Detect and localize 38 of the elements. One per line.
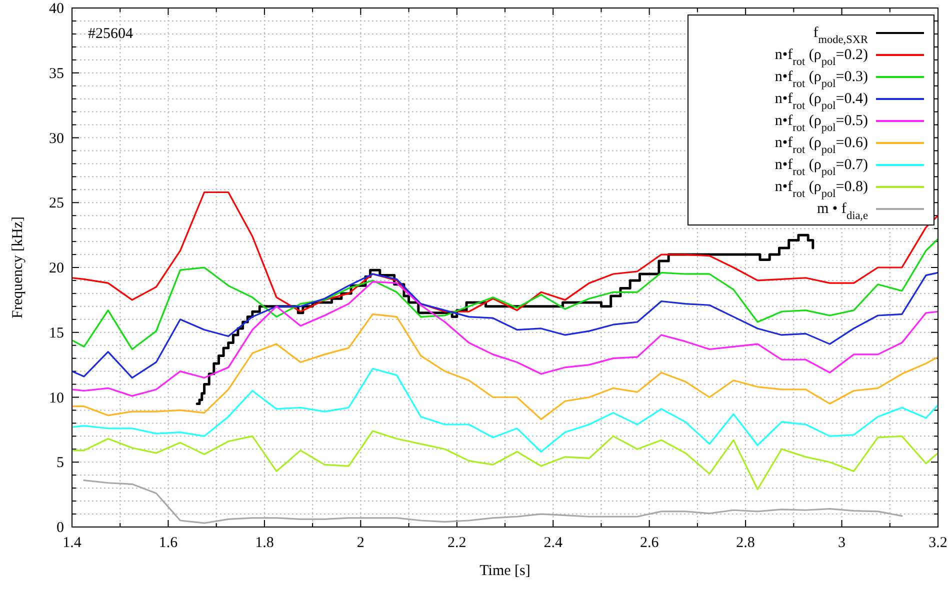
x-axis-title: Time [s] [480,563,530,579]
annotation: #25604 [88,26,134,42]
legend-label: n•f$_{rot}$ (ρ$_{pol}$=0.4) [774,91,868,112]
y-tick-label: 25 [49,196,64,212]
line-series [72,280,938,397]
x-tick-label: 1.8 [255,535,274,551]
line-series [72,430,938,490]
y-tick-label: 10 [49,390,64,406]
legend-label: n•f$_{rot}$ (ρ$_{pol}$=0.6) [774,135,868,156]
y-tick-label: 30 [49,130,64,147]
legend-label: n•f$_{rot}$ (ρ$_{pol}$=0.3) [774,69,868,90]
x-tick-label: 2 [356,535,364,551]
x-tick-label: 1.4 [62,535,82,551]
legend-label: n•f$_{rot}$ (ρ$_{pol}$=0.7) [774,157,868,178]
y-tick-label: 35 [49,66,64,82]
y-tick-label: 5 [56,455,64,472]
y-tick-label: 15 [49,325,64,342]
x-tick-label: 1.6 [158,535,178,551]
legend-label: n•f$_{rot}$ (ρ$_{pol}$=0.2) [774,47,868,68]
line-series [72,272,938,379]
legend-label: m • f$_{dia,e}$ [817,201,868,222]
y-tick-label: 40 [49,1,64,17]
x-tick-label: 2.8 [736,535,755,551]
line-series [72,313,938,420]
legend-label: n•f$_{rot}$ (ρ$_{pol}$=0.8) [774,179,868,200]
legend-label: n•f$_{rot}$ (ρ$_{pol}$=0.5) [774,113,868,134]
line-series [72,368,938,453]
line-series [72,238,938,350]
x-tick-label: 2.2 [448,535,466,551]
x-tick-label: 2.6 [640,535,660,551]
y-axis-title: Frequency [kHz] [10,216,26,319]
x-tick-label: 2.4 [544,535,563,551]
line-series [83,479,903,524]
legend-label: f$_{mode,SXR}$ [813,25,868,46]
y-tick-label: 0 [56,520,64,536]
y-tick-label: 20 [49,260,64,276]
x-tick-label: 3.2 [928,535,948,551]
x-tick-label: 3 [838,535,846,551]
